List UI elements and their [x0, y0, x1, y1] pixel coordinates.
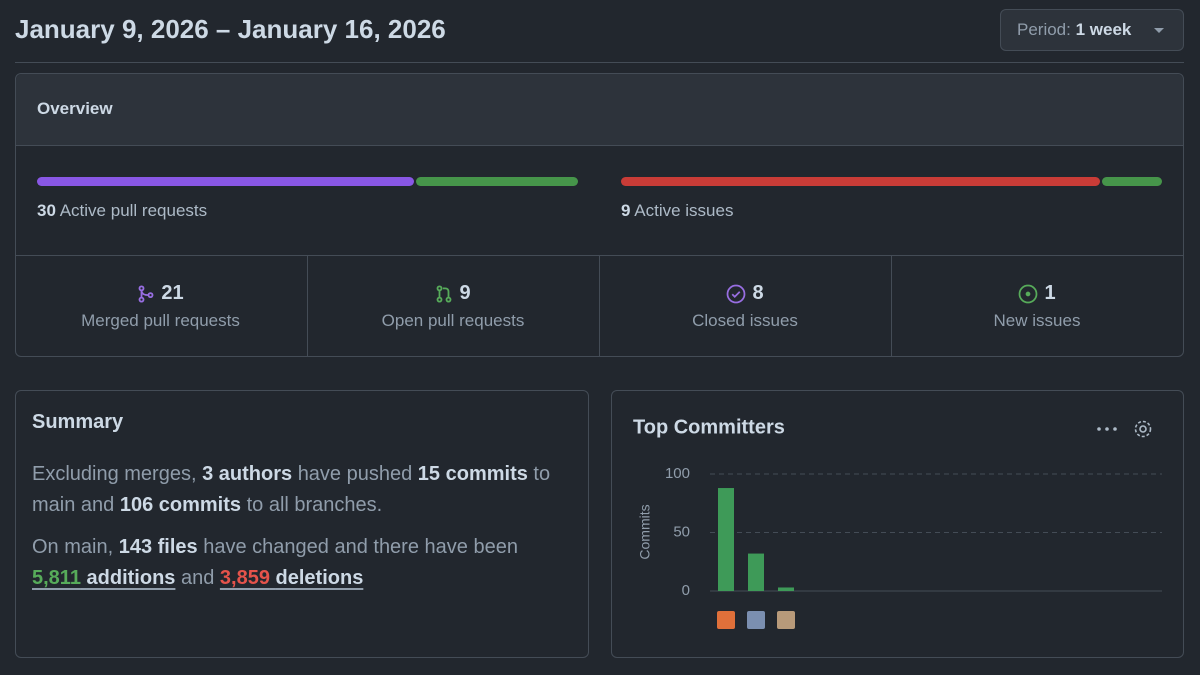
stat-value: 21: [161, 282, 184, 304]
text: On main,: [32, 536, 114, 558]
issue-bar: [621, 177, 1162, 186]
additions-link[interactable]: 5,811 additions: [32, 567, 175, 589]
active-pr-count: 30: [37, 201, 56, 220]
period-value: 1 week: [1075, 20, 1132, 39]
text: 106 commits: [119, 494, 242, 516]
period-select[interactable]: Period: 1 week: [1000, 9, 1184, 51]
summary-title: Summary: [32, 411, 124, 433]
settings-button[interactable]: [1134, 420, 1152, 438]
bar-segment: [37, 177, 415, 186]
y-tick-label: 100: [665, 465, 690, 482]
merge-icon: [138, 284, 154, 303]
pr-bar: [37, 177, 578, 186]
text: to all branches.: [246, 494, 383, 516]
text: have changed and there have been: [203, 536, 518, 558]
bar: [748, 553, 764, 591]
text: 5,811: [32, 567, 81, 589]
active-issue-label: Active issues: [634, 201, 734, 220]
issue-icon: [1019, 284, 1038, 303]
bar: [778, 587, 794, 591]
y-axis-label: Commits: [637, 504, 653, 559]
stat-value: 1: [1044, 282, 1056, 304]
active-issue-count: 9: [621, 201, 631, 220]
bar-segment: [621, 177, 1101, 186]
text: additions: [86, 567, 176, 589]
text: to main and: [32, 463, 551, 516]
stat-value: 8: [752, 282, 764, 304]
avatar[interactable]: [717, 611, 735, 629]
overview-panel: [15, 73, 1184, 357]
chart-title: Top Committers: [633, 416, 785, 438]
y-tick-label: 0: [682, 582, 690, 599]
dropdown-caret: [1154, 28, 1164, 33]
avatar[interactable]: [777, 611, 795, 629]
summary-text: Excluding merges, 3 authors have pushed …: [32, 459, 572, 594]
active-pr-label: Active pull requests: [59, 201, 208, 220]
text: deletions: [275, 567, 364, 589]
text: have pushed: [297, 463, 413, 485]
avatar[interactable]: [747, 611, 765, 629]
stat-merged[interactable]: 21 Merged pull requests: [15, 256, 306, 356]
text: 3,859: [219, 567, 270, 589]
page-title: January 9, 2026 – January 16, 2026: [15, 14, 446, 44]
more-button[interactable]: [1097, 427, 1117, 431]
committers-panel: [611, 390, 1184, 658]
text: Excluding merges,: [32, 463, 197, 485]
check-icon: [727, 284, 746, 303]
summary-panel: [15, 390, 589, 658]
overview-title: Overview: [37, 99, 113, 118]
stat-value: 9: [459, 282, 471, 304]
deletions-link[interactable]: 3,859 deletions: [220, 567, 363, 589]
stat-open-prs[interactable]: 9 Open pull requests: [307, 256, 598, 356]
text: and: [180, 567, 215, 589]
bar-segment: [416, 177, 578, 186]
y-tick-label: 50: [673, 523, 690, 540]
stat-label: Closed issues: [692, 311, 798, 330]
bar-segment: [1102, 177, 1162, 186]
text: 143 files: [118, 536, 198, 558]
stat-label: Merged pull requests: [81, 311, 240, 330]
stat-label: Open pull requests: [381, 311, 525, 330]
stat-new-issues[interactable]: 1 New issues: [891, 256, 1182, 356]
stat-label: New issues: [993, 311, 1081, 330]
period-label: Period:: [1017, 20, 1071, 39]
stat-closed-issues[interactable]: 8 Closed issues: [599, 256, 890, 356]
bar: [718, 488, 734, 591]
divider: [15, 62, 1184, 63]
pr-icon: [437, 284, 452, 303]
text: 15 commits: [417, 463, 528, 485]
text: 3 authors: [202, 463, 293, 485]
